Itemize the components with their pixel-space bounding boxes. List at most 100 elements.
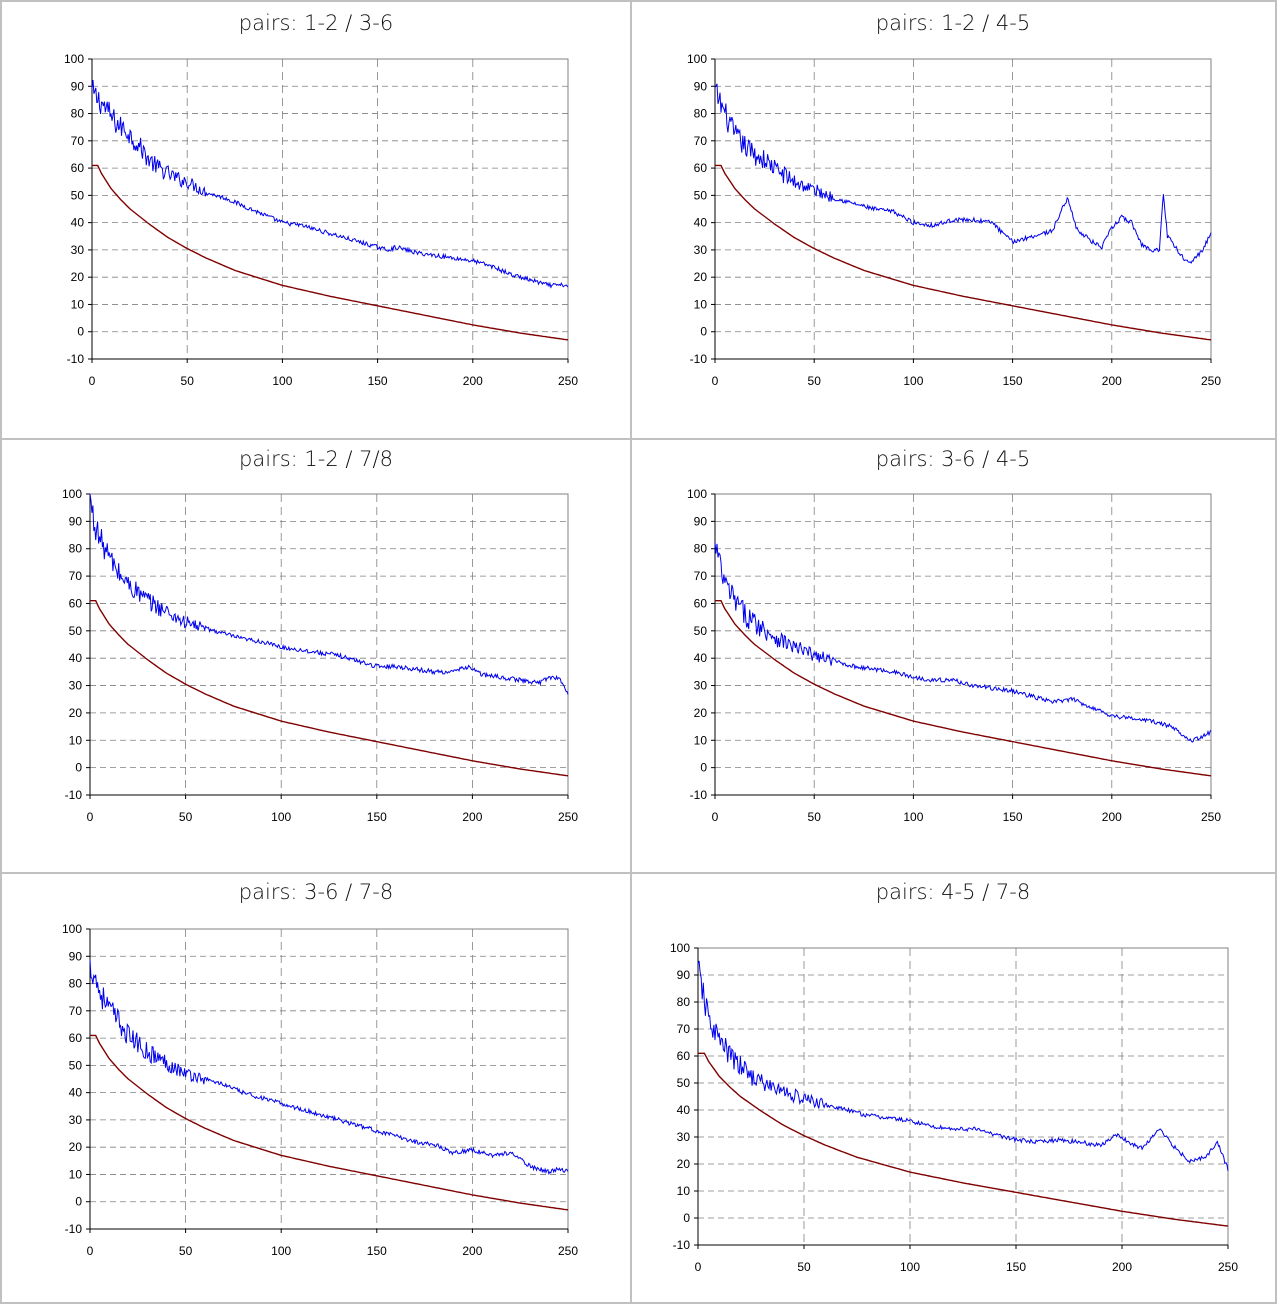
y-tick-label: 70 (694, 134, 708, 148)
y-tick-label: 20 (694, 706, 708, 720)
y-tick-label: 40 (677, 1103, 691, 1117)
x-tick-label: 50 (179, 1244, 193, 1258)
x-tick-label: 100 (271, 810, 291, 824)
y-tick-label: 80 (677, 995, 691, 1009)
x-tick-label: 0 (712, 810, 719, 824)
x-tick-label: 100 (272, 374, 292, 388)
y-tick-label: 0 (75, 761, 82, 775)
plot-area (89, 928, 569, 1230)
y-tick-label: 30 (69, 679, 83, 693)
series-line-measured (697, 960, 1229, 1171)
x-tick-label: 0 (87, 810, 94, 824)
y-tick-label: 80 (694, 107, 708, 121)
y-tick-label: 0 (700, 325, 707, 339)
x-tick-label: 200 (462, 1244, 482, 1258)
plot-area (697, 947, 1229, 1246)
x-tick-label: 150 (1003, 810, 1023, 824)
series-line-limit (698, 1052, 1229, 1227)
y-tick-label: 30 (694, 679, 708, 693)
x-tick-label: 150 (1006, 1260, 1026, 1274)
chart-panel-4-5-7-8: pairs: 4-5 / 7-8 -10 0 10 20 30 40 50 60 70 80 90 1… (670, 880, 1238, 1274)
y-tick-label: 40 (694, 216, 708, 230)
y-tick-label: 100 (62, 487, 82, 501)
x-tick-label: 150 (1003, 374, 1023, 388)
y-tick-label: 50 (71, 188, 85, 202)
y-tick-label: 20 (71, 270, 85, 284)
chart-panel-3-6-7-8: pairs: 3-6 / 7-8 -10 0 10 20 30 40 50 60 70 80 90 1… (62, 880, 578, 1258)
y-tick-label: 50 (694, 624, 708, 638)
plot-area (89, 493, 569, 796)
chart-title: pairs: 3-6 / 4-5 (876, 447, 1030, 471)
y-tick-label: 10 (694, 733, 708, 747)
x-tick-label: 150 (367, 1244, 387, 1258)
x-tick-label: 250 (558, 374, 578, 388)
y-tick-label: 50 (694, 188, 708, 202)
x-tick-label: 50 (179, 810, 193, 824)
y-tick-label: -10 (65, 1222, 83, 1236)
y-tick-label: 70 (69, 569, 83, 583)
x-tick-label: 250 (558, 1244, 578, 1258)
y-tick-label: 50 (677, 1076, 691, 1090)
y-tick-label: -10 (690, 352, 708, 366)
y-tick-label: 60 (69, 596, 83, 610)
series-line-measured (89, 493, 569, 695)
x-tick-label: 200 (1102, 810, 1122, 824)
y-tick-label: 80 (69, 977, 83, 991)
y-tick-label: 0 (700, 761, 707, 775)
x-tick-label: 250 (1218, 1260, 1238, 1274)
y-tick-label: -10 (65, 788, 83, 802)
series-line-limit (715, 600, 1212, 777)
y-tick-label: 70 (677, 1022, 691, 1036)
chart-title: pairs: 3-6 / 7-8 (239, 880, 393, 904)
y-tick-label: 100 (670, 941, 690, 955)
x-tick-label: 150 (368, 374, 388, 388)
y-tick-label: 100 (687, 487, 707, 501)
x-tick-label: 50 (808, 374, 822, 388)
y-tick-label: 60 (677, 1049, 691, 1063)
series-line-measured (91, 79, 569, 289)
x-tick-label: 200 (463, 374, 483, 388)
chart-panel-1-2-7-8: pairs: 1-2 / 7/8 -10 0 10 20 30 40 50 60 70 80 90 1… (62, 447, 578, 824)
chart-panel-3-6-4-5: pairs: 3-6 / 4-5 -10 0 10 20 30 40 50 60 70 80 90 1… (687, 447, 1221, 824)
x-tick-label: 250 (558, 810, 578, 824)
y-tick-label: 100 (64, 52, 84, 66)
plot-area (714, 493, 1212, 796)
plot-area (714, 58, 1212, 360)
x-tick-label: 200 (1112, 1260, 1132, 1274)
chart-title: pairs: 1-2 / 3-6 (239, 11, 393, 35)
y-tick-label: 20 (69, 706, 83, 720)
plot-area (91, 58, 569, 360)
y-tick-label: 90 (69, 514, 83, 528)
y-tick-label: 80 (69, 542, 83, 556)
y-tick-label: 90 (71, 79, 85, 93)
y-tick-label: 70 (69, 1004, 83, 1018)
x-tick-label: 0 (87, 1244, 94, 1258)
y-tick-label: 20 (677, 1157, 691, 1171)
y-tick-label: 100 (687, 52, 707, 66)
x-tick-label: 50 (181, 374, 195, 388)
y-tick-label: 90 (677, 968, 691, 982)
x-tick-label: 50 (808, 810, 822, 824)
y-tick-label: 40 (69, 651, 83, 665)
chart-title: pairs: 1-2 / 4-5 (876, 11, 1030, 35)
y-tick-label: 30 (71, 243, 85, 257)
y-tick-label: 100 (62, 922, 82, 936)
y-tick-label: 20 (694, 270, 708, 284)
y-tick-label: 50 (69, 624, 83, 638)
y-tick-label: 40 (71, 216, 85, 230)
y-tick-label: 30 (677, 1130, 691, 1144)
x-tick-label: 200 (462, 810, 482, 824)
y-tick-label: 70 (694, 569, 708, 583)
y-tick-label: 0 (75, 1195, 82, 1209)
y-tick-label: 30 (69, 1113, 83, 1127)
y-tick-label: 60 (71, 161, 85, 175)
x-tick-label: 100 (903, 810, 923, 824)
x-tick-label: 0 (89, 374, 96, 388)
y-tick-label: 10 (69, 733, 83, 747)
chart-panel-1-2-3-6: pairs: 1-2 / 3-6 -10 0 10 20 30 40 50 60 70 80 90 1… (64, 11, 578, 388)
y-tick-label: 40 (69, 1086, 83, 1100)
x-tick-label: 0 (695, 1260, 702, 1274)
x-tick-label: 100 (903, 374, 923, 388)
x-tick-label: 250 (1201, 374, 1221, 388)
